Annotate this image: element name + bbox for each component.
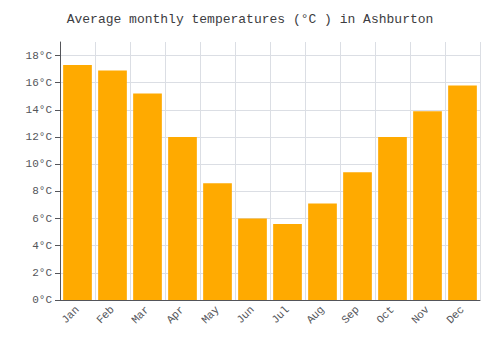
svg-text:Jul: Jul xyxy=(269,304,291,326)
svg-text:18°C: 18°C xyxy=(26,50,53,62)
svg-text:Sep: Sep xyxy=(339,304,361,326)
svg-text:Apr: Apr xyxy=(164,304,186,326)
svg-text:10°C: 10°C xyxy=(26,158,53,170)
svg-text:14°C: 14°C xyxy=(26,104,53,116)
svg-text:Jun: Jun xyxy=(234,304,256,326)
svg-text:Jan: Jan xyxy=(59,304,81,326)
svg-text:16°C: 16°C xyxy=(26,77,53,89)
svg-text:Dec: Dec xyxy=(444,304,466,326)
svg-text:Feb: Feb xyxy=(94,304,116,326)
svg-text:Aug: Aug xyxy=(304,304,326,326)
svg-text:May: May xyxy=(199,303,222,326)
svg-text:8°C: 8°C xyxy=(32,185,52,197)
svg-text:6°C: 6°C xyxy=(32,213,52,225)
svg-text:12°C: 12°C xyxy=(26,131,53,143)
svg-text:Oct: Oct xyxy=(374,304,396,326)
svg-text:2°C: 2°C xyxy=(32,267,52,279)
svg-text:Mar: Mar xyxy=(129,304,151,326)
svg-text:4°C: 4°C xyxy=(32,240,52,252)
svg-text:Average monthly temperatures (: Average monthly temperatures (°C ) in As… xyxy=(67,12,434,27)
svg-text:0°C: 0°C xyxy=(32,294,52,306)
svg-text:Nov: Nov xyxy=(409,303,432,326)
